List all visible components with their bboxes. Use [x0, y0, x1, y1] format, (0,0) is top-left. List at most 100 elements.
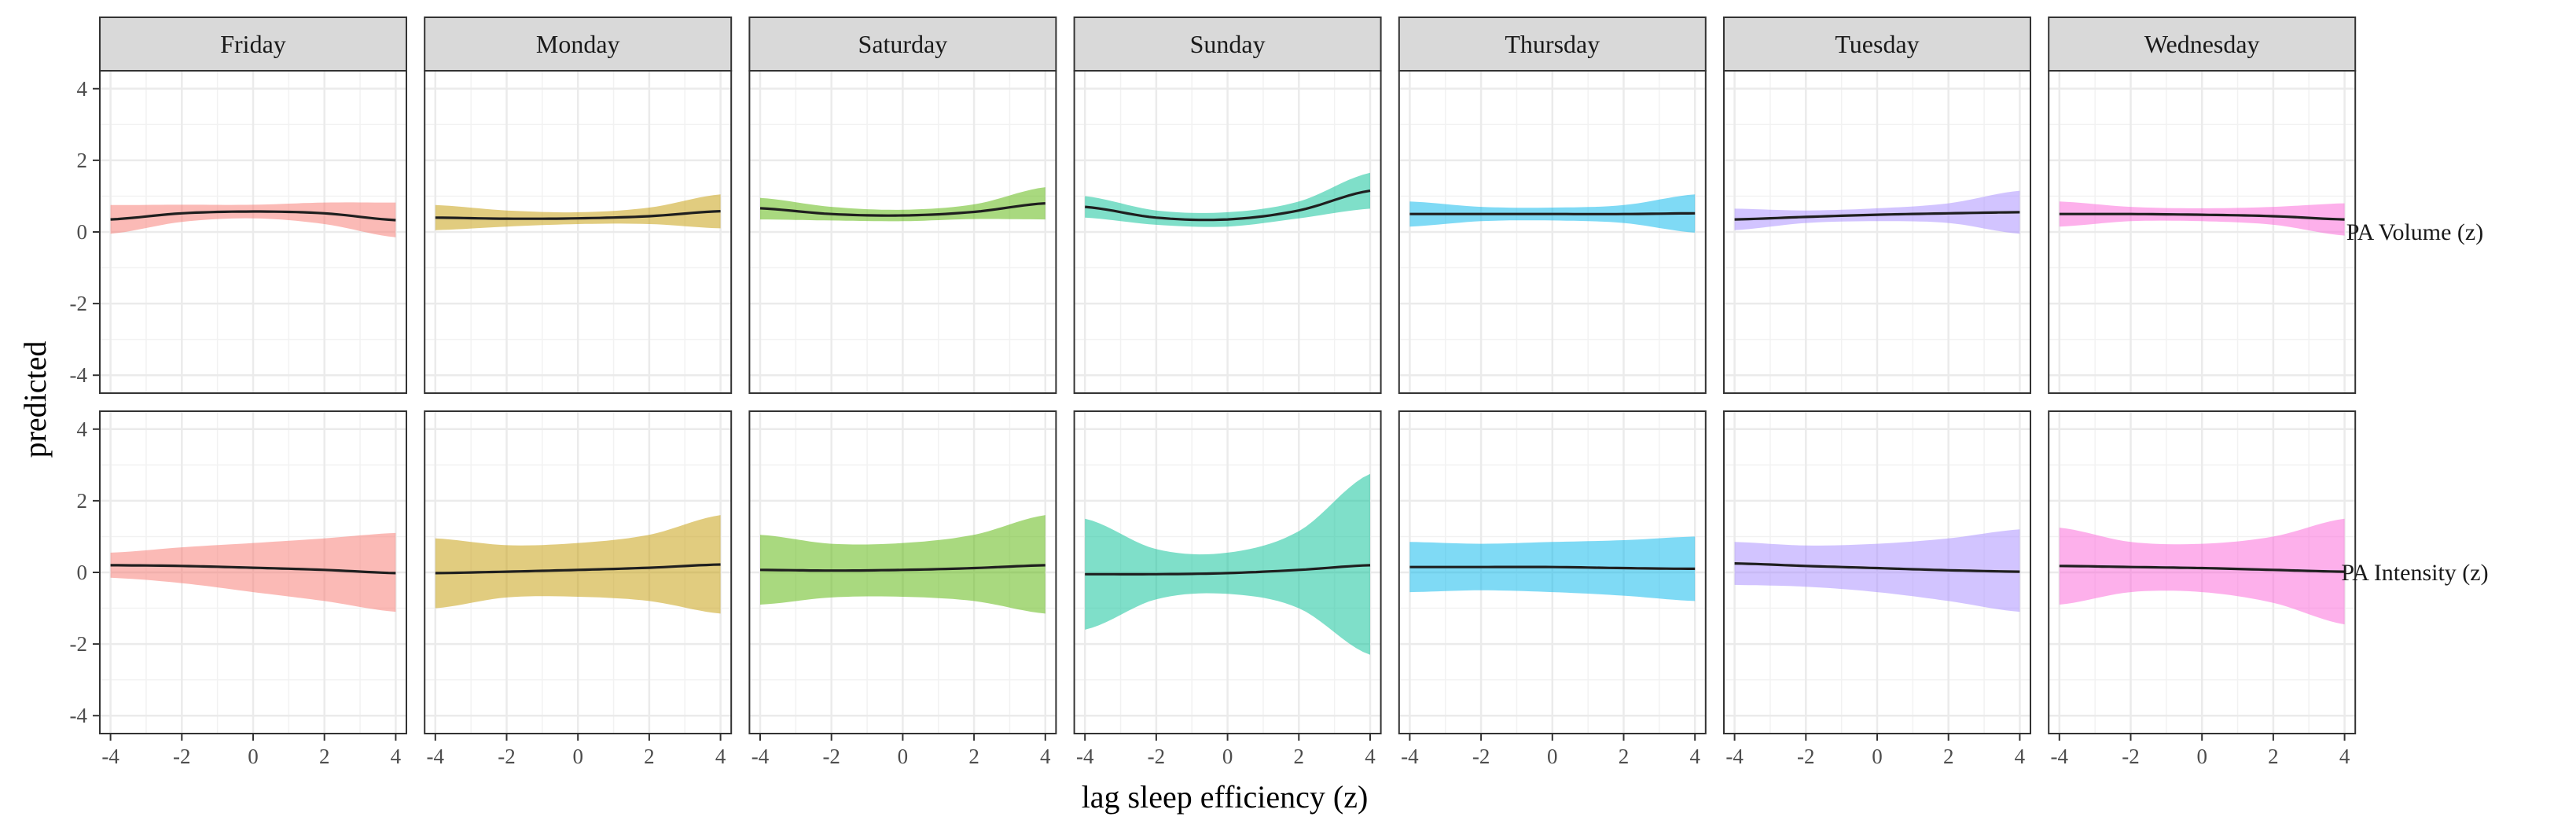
x-tick-label: -2 [2122, 745, 2140, 768]
y-tick-label: -4 [70, 704, 88, 727]
confidence-ribbon [2059, 201, 2345, 236]
x-tick-label: -4 [2051, 745, 2069, 768]
x-tick-label: 0 [1547, 745, 1558, 768]
facet-row-label: PA Volume (z) [2346, 219, 2483, 245]
fit-line [1409, 212, 1696, 215]
x-tick-label: 2 [644, 745, 655, 768]
confidence-ribbon [1734, 190, 2020, 234]
x-tick-label: -4 [101, 745, 119, 768]
fit-line [2059, 212, 2345, 221]
panel-thursday-1: Thursday [1398, 17, 1707, 394]
panel-thursday-2: -4 -2 0 2 4 [1398, 410, 1707, 768]
facet-strip-label: Tuesday [1835, 30, 1919, 58]
confidence-ribbon [2059, 518, 2345, 625]
y-tick-label: 2 [77, 489, 88, 513]
fit-line [2059, 565, 2345, 573]
x-tick-label: -4 [1725, 745, 1744, 768]
y-tick-label: 4 [77, 77, 88, 101]
x-tick-label: 2 [1294, 745, 1305, 768]
y-tick-label: 4 [77, 418, 88, 441]
fit-line [435, 563, 721, 575]
x-tick-label: 4 [1689, 745, 1700, 768]
confidence-ribbon [110, 202, 396, 237]
x-tick-label: 4 [2339, 745, 2350, 768]
y-tick-label: -2 [70, 632, 88, 656]
x-tick-label: 0 [898, 745, 909, 768]
panel-sunday-2: -4 -2 0 2 4 [1073, 410, 1382, 768]
y-axis-title: predicted [17, 341, 53, 458]
x-tick-label: 2 [2268, 745, 2279, 768]
x-tick-label: -2 [1797, 745, 1815, 768]
x-tick-label: -4 [1401, 745, 1419, 768]
fit-line [110, 210, 396, 222]
facet-strip-label: Friday [220, 30, 286, 58]
fit-line [1085, 564, 1371, 576]
fit-line [435, 210, 721, 220]
x-tick-label: 0 [1872, 745, 1883, 768]
fit-line [110, 564, 396, 575]
x-tick-label: -4 [427, 745, 445, 768]
x-tick-label: 4 [391, 745, 402, 768]
x-tick-label: 2 [1619, 745, 1630, 768]
x-tick-label: -2 [1472, 745, 1490, 768]
y-tick-label: -2 [70, 292, 88, 315]
x-tick-label: -4 [1076, 745, 1094, 768]
x-tick-label: 0 [2196, 745, 2207, 768]
x-tick-label: 2 [1943, 745, 1954, 768]
y-tick-label: 2 [77, 149, 88, 172]
fit-line [1409, 565, 1696, 570]
confidence-ribbon [1085, 473, 1370, 655]
facet-strip [748, 17, 1057, 72]
panel-sunday-1: Sunday [1073, 17, 1382, 394]
panel-wednesday-1: Wednesday [2048, 17, 2357, 394]
confidence-ribbon [435, 194, 721, 230]
facet-strip-label: Sunday [1190, 30, 1266, 58]
panel-monday-1: Monday [424, 17, 733, 394]
facet-strip [424, 17, 733, 72]
facet-strip [1073, 17, 1382, 72]
facet-strip-label: Thursday [1505, 30, 1600, 58]
fit-line [1734, 211, 2020, 221]
x-tick-label: 4 [715, 745, 726, 768]
confidence-ribbon [435, 515, 721, 614]
x-tick-label: -2 [498, 745, 516, 768]
confidence-ribbon [110, 532, 396, 612]
y-tick-label: -4 [70, 363, 88, 387]
x-tick-label: 4 [1365, 745, 1376, 768]
y-tick-label: 0 [77, 561, 88, 584]
x-tick-label: 0 [248, 745, 259, 768]
confidence-ribbon [1734, 529, 2020, 612]
x-tick-label: 2 [968, 745, 979, 768]
panel-wednesday-2: -4 -2 0 2 4 [2048, 410, 2357, 768]
facet-strip [2048, 17, 2357, 72]
x-axis-title: lag sleep efficiency (z) [1082, 779, 1369, 815]
x-tick-label: 4 [2015, 745, 2026, 768]
panel-friday-1: Friday 4 2 0 -2 -4 [70, 17, 407, 394]
fit-line [1085, 189, 1371, 222]
y-tick-label: 0 [77, 220, 88, 244]
panel-saturday-1: Saturday [748, 17, 1057, 394]
x-tick-label: -2 [1148, 745, 1166, 768]
x-tick-label: -2 [173, 745, 191, 768]
x-tick-label: -2 [822, 745, 840, 768]
confidence-ribbon [1085, 172, 1370, 227]
fit-line [1734, 562, 2020, 573]
x-tick-label: 2 [319, 745, 330, 768]
facet-panels: Friday 4 2 0 -2 -4 Monday Saturday Sunday Thursda… [70, 17, 2489, 768]
confidence-ribbon [1409, 536, 1696, 601]
panel-friday-2: -4 -2 0 2 4 4 2 0 -2 -4 [70, 410, 407, 768]
x-tick-label: -4 [751, 745, 770, 768]
x-tick-label: 0 [572, 745, 583, 768]
panel-tuesday-2: -4 -2 0 2 4 [1723, 410, 2031, 768]
panel-monday-2: -4 -2 0 2 4 [424, 410, 733, 768]
facet-strip [1398, 17, 1707, 72]
fit-line [759, 202, 1045, 217]
x-tick-label: 4 [1040, 745, 1051, 768]
facet-row-label: PA Intensity (z) [2341, 560, 2488, 586]
fit-line [759, 564, 1045, 572]
x-tick-label: 0 [1222, 745, 1233, 768]
facet-strip [99, 17, 407, 72]
confidence-ribbon [760, 515, 1045, 614]
panel-saturday-2: -4 -2 0 2 4 [748, 410, 1057, 768]
